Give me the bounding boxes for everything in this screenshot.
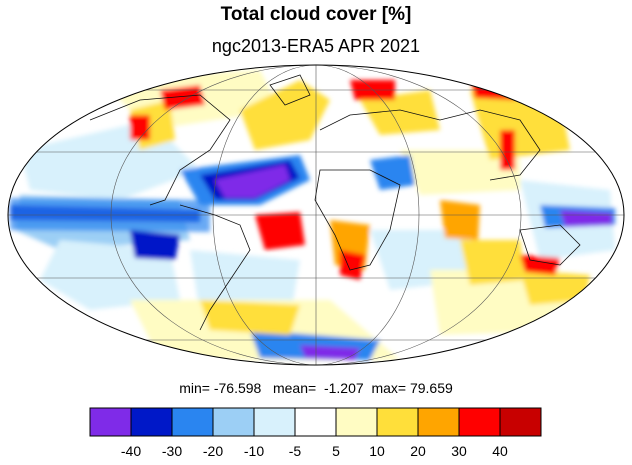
max-value: 79.659 (409, 380, 453, 396)
colorbar-box-1 (130, 407, 173, 437)
colorbar-tick-label: 30 (451, 443, 467, 459)
colorbar-tick-label: -40 (121, 443, 141, 459)
mollweide-map (7, 64, 625, 366)
cloud-anomaly-field (8, 65, 624, 365)
globe-outline (7, 64, 625, 366)
colorbar-tick-label: -30 (162, 443, 182, 459)
map-subtitle: ngc2013-ERA5 APR 2021 (211, 36, 421, 56)
colorbar-tick-label: -20 (203, 443, 223, 459)
colorbar-box-5 (294, 407, 337, 437)
colorbar-box-9 (458, 407, 501, 437)
colorbar-box-0 (89, 407, 132, 437)
map-title: Total cloud cover [%] (220, 4, 412, 25)
colorbar-box-2 (171, 407, 214, 437)
colorbar-box-7 (376, 407, 419, 437)
mean-value: -1.207 (323, 380, 364, 396)
stats-line: min= -76.598 mean= -1.207 max= 79.659 (0, 380, 632, 396)
coastlines (89, 74, 581, 331)
colorbar-box-4 (253, 407, 296, 437)
colorbar-tick-label: -10 (244, 443, 264, 459)
colorbar-tick-label: 10 (369, 443, 385, 459)
colorbar-tick-label: 5 (332, 443, 340, 459)
colorbar-tick-label: 20 (410, 443, 426, 459)
colorbar-box-3 (212, 407, 255, 437)
colorbar-tick-label: 40 (492, 443, 508, 459)
min-value: -76.598 (213, 380, 262, 396)
max-label: max= (371, 380, 407, 396)
mean-label: mean= (272, 380, 317, 396)
colorbar-box-6 (335, 407, 378, 437)
min-label: min= (179, 380, 210, 396)
colorbar-box-8 (417, 407, 460, 437)
colorbar-box-10 (499, 407, 542, 437)
colorbar-tick-label: -5 (289, 443, 302, 459)
